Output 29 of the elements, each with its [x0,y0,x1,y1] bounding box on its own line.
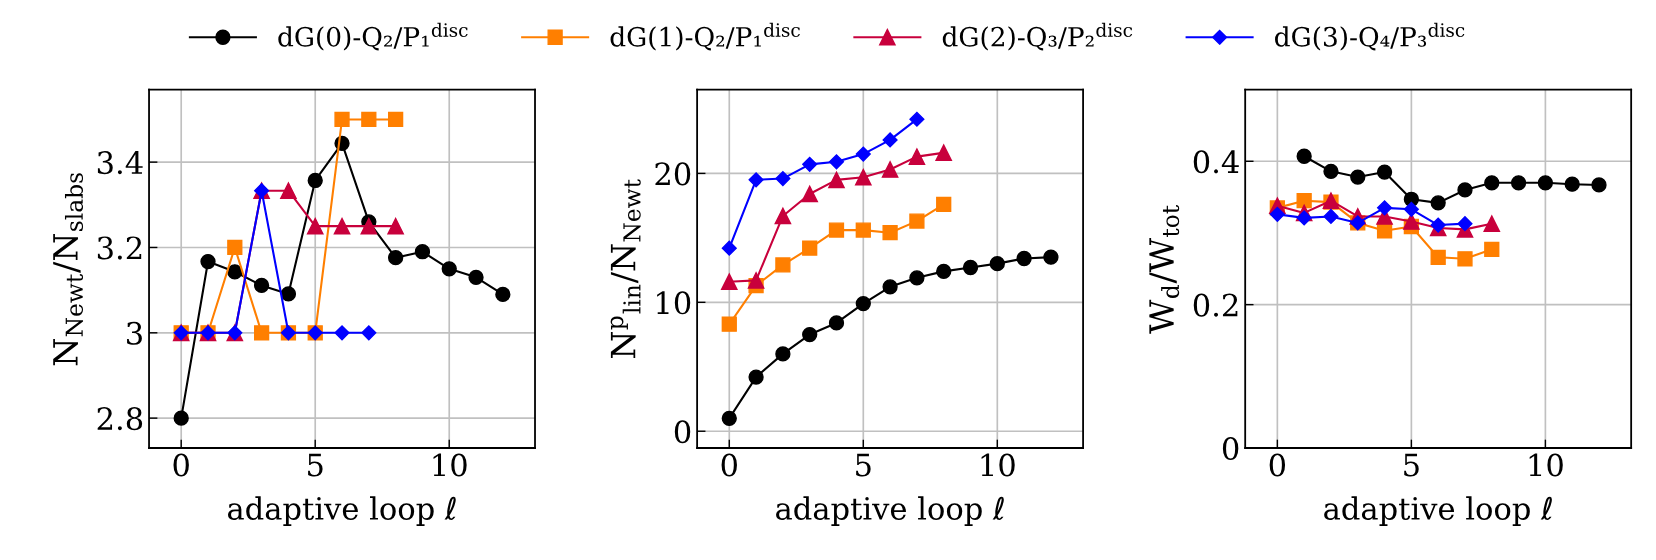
x-axis-title: adaptive loop ℓ [227,496,456,526]
x-tick-label: 10 [981,453,1015,477]
y-tick-label: 0.2 [1193,293,1238,317]
y-tick-label: 3.4 [97,151,143,175]
y-tick-label: 10 [657,291,691,315]
y-axis-title: N$_{Newt}$/N$_{slabs}$ [53,173,84,366]
x-axis-title: adaptive loop ℓ [1324,496,1552,526]
y-tick-label: 0.4 [1193,150,1239,174]
y-tick-label: 3 [127,321,142,345]
x-tick-label: 5 [1404,453,1419,477]
x-tick-label: 10 [433,453,467,477]
y-tick-label: 3.2 [97,236,142,260]
legend-label: dG(1)-Q₂/P₁$^{disc}$ [610,22,800,51]
y-axis-title: W$_{d}$/W$_{tot}$ [1149,205,1180,334]
legend-label: dG(0)-Q₂/P₁$^{disc}$ [278,22,468,51]
x-axis-title: adaptive loop ℓ [776,496,1004,526]
x-tick-label: 0 [173,453,189,477]
y-tick-label: 0 [674,420,691,444]
x-tick-label: 0 [1269,453,1286,477]
y-tick-label: 0 [1222,436,1239,461]
y-tick-label: 20 [655,162,691,186]
x-tick-label: 5 [856,453,871,477]
legend-label: dG(3)-Q₄/P₃$^{disc}$ [1275,22,1465,51]
x-tick-label: 0 [721,453,737,477]
y-axis-title: N$^{p}$$_{lin}$/N$_{Newt}$ [610,179,641,358]
x-tick-label: 5 [308,453,323,477]
legend-label: dG(2)-Q₃/P₂$^{disc}$ [942,22,1133,51]
x-tick-label: 10 [1529,453,1563,477]
y-tick-label: 2.8 [97,407,143,431]
